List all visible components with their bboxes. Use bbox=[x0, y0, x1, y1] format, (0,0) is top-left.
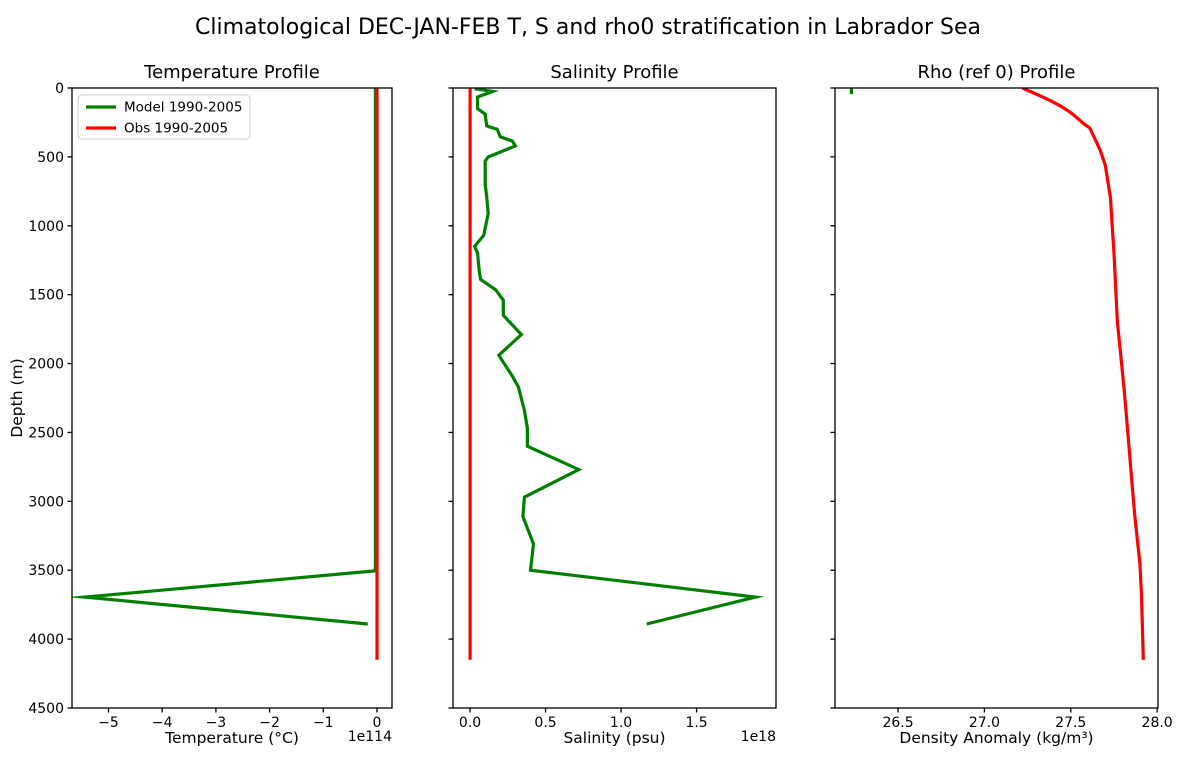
figure-title: Climatological DEC-JAN-FEB T, S and rho0… bbox=[195, 15, 981, 40]
temperature-axes-frame bbox=[71, 87, 393, 709]
salinity-x-axis-label: Salinity (psu) bbox=[563, 729, 665, 747]
x-tick-label: −1 bbox=[313, 715, 334, 731]
temperature-x-axis-label: Temperature (°C) bbox=[164, 729, 299, 747]
y-tick-label: 3500 bbox=[28, 563, 64, 579]
y-axis-label: Depth (m) bbox=[8, 358, 26, 437]
axes-root: −5 −4 −3 −2 −1 0 0 500 1000 1500 2000 2500 3000 3500 4… bbox=[8, 62, 1173, 747]
temperature-title: Temperature Profile bbox=[143, 62, 320, 83]
x-tick-label: 1.5 bbox=[685, 715, 707, 731]
x-tick-label: 1.0 bbox=[610, 715, 632, 731]
salinity-title: Salinity Profile bbox=[550, 62, 678, 83]
salinity-offset-label: 1e18 bbox=[741, 729, 776, 745]
x-tick-label: 0.5 bbox=[534, 715, 556, 731]
x-tick-label: −4 bbox=[152, 715, 173, 731]
temperature-series-group bbox=[72, 88, 379, 660]
rho0-series-group bbox=[849, 88, 1145, 660]
x-tick-label: 28.0 bbox=[1142, 715, 1173, 731]
legend-box bbox=[77, 94, 251, 140]
y-tick-label: 1500 bbox=[28, 288, 64, 304]
subplot-temperature: −5 −4 −3 −2 −1 0 0 500 1000 1500 2000 2500 3000 3500 4… bbox=[8, 62, 393, 747]
y-tick-label: 4500 bbox=[28, 701, 64, 717]
legend: Model 1990-2005 Obs 1990-2005 bbox=[77, 94, 251, 140]
rho0-obs-line bbox=[1021, 88, 1145, 660]
x-tick-label: −5 bbox=[98, 715, 119, 731]
rho0-x-axis-label: Density Anomaly (kg/m³) bbox=[899, 729, 1093, 747]
salinity-series-group bbox=[468, 88, 765, 660]
subplot-rho0: 26.5 27.0 27.5 28.0 Rho (ref 0) Profile Densi… bbox=[830, 62, 1173, 747]
x-tick-label: −3 bbox=[206, 715, 227, 731]
rho0-axes-frame bbox=[834, 87, 1159, 709]
temperature-model-line bbox=[72, 88, 377, 626]
salinity-axes-frame bbox=[452, 87, 777, 709]
y-tick-label: 4000 bbox=[28, 632, 64, 648]
y-tick-label: 0 bbox=[55, 81, 64, 97]
rho0-title: Rho (ref 0) Profile bbox=[918, 62, 1076, 83]
x-tick-label: 27.0 bbox=[969, 715, 1000, 731]
legend-label: Obs 1990-2005 bbox=[124, 121, 228, 137]
subplot-salinity: 0.0 0.5 1.0 1.5 Salinity Profile Salinity (ps… bbox=[448, 62, 777, 747]
x-tick-label: −2 bbox=[259, 715, 280, 731]
y-tick-label: 500 bbox=[37, 150, 64, 166]
legend-label: Model 1990-2005 bbox=[124, 100, 242, 116]
x-tick-label: 0.0 bbox=[459, 715, 481, 731]
x-tick-label: 27.5 bbox=[1055, 715, 1086, 731]
temperature-offset-label: 1e114 bbox=[348, 729, 392, 745]
y-tick-label: 3000 bbox=[28, 494, 64, 510]
x-tick-label: 26.5 bbox=[882, 715, 913, 731]
y-tick-label: 2500 bbox=[28, 425, 64, 441]
salinity-model-line bbox=[472, 88, 765, 626]
y-tick-label: 1000 bbox=[28, 219, 64, 235]
x-tick-label: 0 bbox=[373, 715, 382, 731]
y-tick-label: 2000 bbox=[28, 357, 64, 373]
